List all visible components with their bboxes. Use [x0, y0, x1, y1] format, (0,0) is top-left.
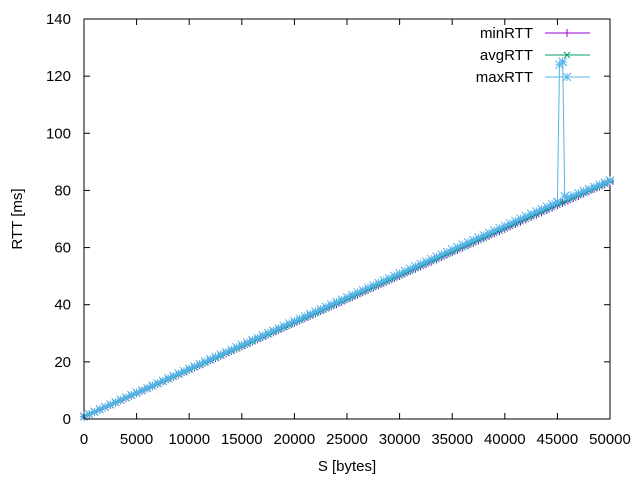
y-tick-label: 120	[46, 68, 71, 85]
x-tick-label: 50000	[589, 431, 631, 448]
x-tick-label: 0	[80, 431, 88, 448]
series-markers	[79, 57, 615, 421]
series-line	[83, 60, 611, 417]
y-tick-label: 20	[54, 354, 71, 371]
y-axis-title: RTT [ms]	[9, 188, 26, 249]
x-tick-label: 25000	[326, 431, 368, 448]
x-axis-ticks: 0 5000 10000 15000 20000 25000 30000 35000 40000…	[80, 19, 631, 448]
x-tick-label: 15000	[221, 431, 263, 448]
y-tick-label: 40	[54, 297, 71, 314]
legend-marker	[562, 72, 572, 82]
legend-marker	[563, 51, 571, 59]
x-tick-label: 45000	[537, 431, 579, 448]
legend-marker	[563, 29, 571, 37]
x-tick-label: 10000	[168, 431, 210, 448]
series-maxRTT	[79, 57, 615, 421]
legend-label: maxRTT	[476, 69, 533, 86]
y-tick-label: 100	[46, 125, 71, 142]
x-tick-label: 20000	[274, 431, 316, 448]
y-tick-label: 140	[46, 11, 71, 28]
x-tick-label: 5000	[120, 431, 153, 448]
y-tick-label: 0	[63, 411, 71, 428]
y-tick-label: 80	[54, 182, 71, 199]
x-tick-label: 35000	[431, 431, 473, 448]
legend: minRTT avgRTT maxRTT	[476, 25, 590, 86]
series-layer	[79, 57, 615, 421]
legend-label: avgRTT	[480, 47, 533, 64]
x-tick-label: 30000	[379, 431, 421, 448]
x-axis-title: S [bytes]	[318, 458, 376, 475]
y-tick-label: 60	[54, 240, 71, 257]
y-axis-ticks: 0 20 40 60 80 100 120 140	[46, 11, 610, 428]
x-tick-label: 40000	[484, 431, 526, 448]
legend-label: minRTT	[480, 25, 533, 42]
